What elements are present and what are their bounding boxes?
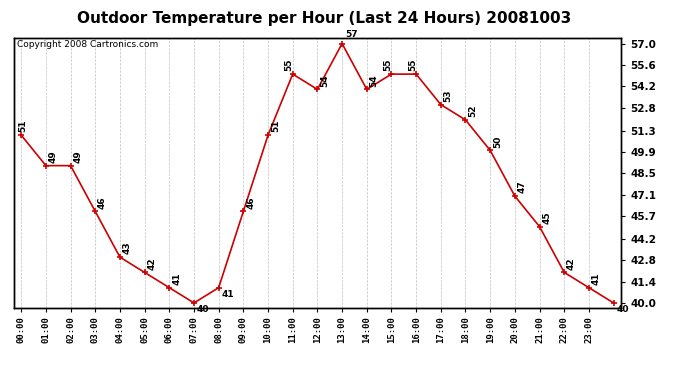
- Text: 49: 49: [49, 150, 58, 163]
- Text: 50: 50: [493, 135, 502, 148]
- Text: 53: 53: [444, 89, 453, 102]
- Text: 41: 41: [592, 272, 601, 285]
- Text: 49: 49: [73, 150, 82, 163]
- Text: 42: 42: [148, 257, 157, 270]
- Text: 41: 41: [172, 272, 181, 285]
- Text: 41: 41: [221, 290, 234, 299]
- Text: 54: 54: [320, 74, 329, 87]
- Text: Copyright 2008 Cartronics.com: Copyright 2008 Cartronics.com: [17, 40, 158, 49]
- Text: 43: 43: [123, 242, 132, 254]
- Text: 42: 42: [567, 257, 576, 270]
- Text: 51: 51: [19, 120, 28, 132]
- Text: 40: 40: [197, 305, 209, 314]
- Text: Outdoor Temperature per Hour (Last 24 Hours) 20081003: Outdoor Temperature per Hour (Last 24 Ho…: [77, 11, 571, 26]
- Text: 45: 45: [542, 211, 551, 224]
- Text: 57: 57: [345, 30, 357, 39]
- Text: 46: 46: [246, 196, 255, 208]
- Text: 47: 47: [518, 181, 526, 194]
- Text: 54: 54: [370, 74, 379, 87]
- Text: 51: 51: [270, 120, 280, 132]
- Text: 40: 40: [616, 305, 629, 314]
- Text: 55: 55: [408, 59, 417, 71]
- Text: 46: 46: [98, 196, 107, 208]
- Text: 52: 52: [469, 105, 477, 117]
- Text: 55: 55: [284, 59, 293, 71]
- Text: 55: 55: [383, 59, 392, 71]
